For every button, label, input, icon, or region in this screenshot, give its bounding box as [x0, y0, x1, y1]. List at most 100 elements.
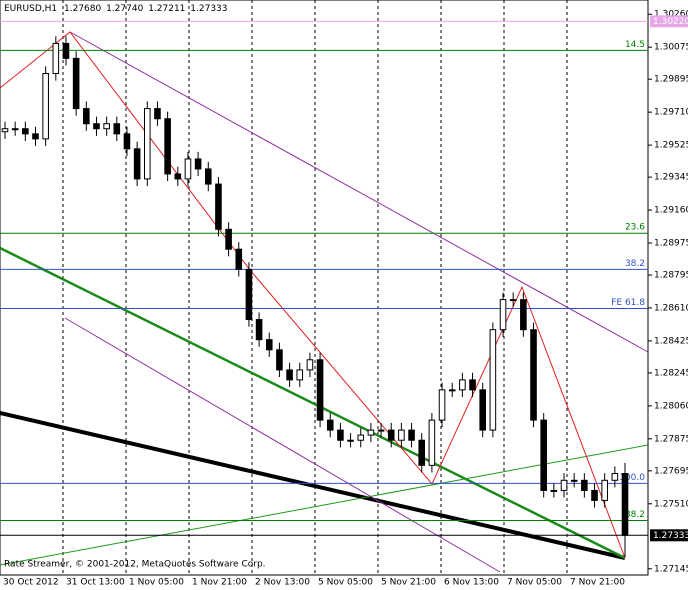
candle-body — [154, 108, 161, 120]
level-label: 38.2 — [625, 259, 645, 269]
candle-body — [194, 158, 202, 170]
level-label: 14.5 — [625, 40, 645, 50]
candle-body — [316, 359, 324, 421]
candle-body — [621, 473, 629, 536]
candle-body — [398, 429, 405, 441]
level-label: 23.6 — [625, 223, 645, 233]
x-tick-label: 30 Oct 2012 — [3, 578, 59, 588]
candle-body — [11, 128, 19, 131]
trend-line — [0, 444, 649, 566]
copyright: Rate Streamer, © 2001-2012, MetaQuotes S… — [4, 560, 266, 570]
price-tag — [650, 15, 688, 28]
trend-lines — [0, 31, 649, 573]
candle-body — [296, 369, 304, 381]
price-tag-label: 1.27333 — [653, 531, 688, 541]
candle-body — [367, 429, 375, 436]
candle-body — [235, 248, 243, 270]
candle-body — [215, 183, 222, 230]
x-tick-label: 5 Nov 21:00 — [381, 578, 436, 588]
candle-body — [133, 148, 141, 180]
y-tick-label: 1.28425 — [654, 336, 688, 346]
candle-body — [347, 439, 354, 442]
header-low: 1.27211 — [148, 4, 185, 14]
candle-body — [581, 479, 588, 491]
y-tick-label: 1.28245 — [654, 368, 688, 378]
candle-body — [408, 429, 415, 441]
candle-body — [144, 108, 151, 180]
y-tick-label: 1.29710 — [654, 108, 688, 118]
y-tick-label: 1.28795 — [654, 271, 688, 281]
price-tag-label: 1.30220 — [653, 17, 688, 27]
candle-body — [520, 299, 527, 331]
y-tick-label: 1.29895 — [654, 75, 688, 85]
symbol: EURUSD,H1 1.27680 1.27740 1.27211 1.2733… — [4, 4, 228, 14]
candle-body — [377, 429, 385, 432]
price-axis: 1.30260 1.30075 1.29895 1.29710 1.29525 1.293… — [648, 10, 688, 574]
candle-body — [479, 389, 487, 431]
candle-body — [601, 479, 608, 501]
y-tick-label: 1.30075 — [654, 43, 688, 53]
candle-body — [83, 108, 90, 125]
level-label: 100.0 — [619, 473, 645, 483]
candle-body — [1, 128, 9, 133]
plot-frame — [0, 0, 649, 576]
candle-body — [52, 42, 60, 75]
x-tick-label: 7 Nov 05:00 — [507, 578, 562, 588]
level-label: 38.2 — [625, 510, 645, 520]
candle-body — [550, 489, 558, 492]
candle-body — [93, 123, 100, 130]
trend-line — [0, 246, 626, 560]
candle-body — [164, 118, 171, 175]
x-tick-label: 31 Oct 13:00 — [66, 578, 125, 588]
candles — [1, 36, 629, 558]
candle-body — [225, 228, 232, 250]
x-tick-label: 1 Nov 21:00 — [192, 578, 247, 588]
candle-body — [42, 73, 49, 140]
y-tick-label: 1.30260 — [654, 10, 688, 20]
candle-body — [306, 359, 314, 371]
candle-body — [184, 158, 192, 180]
candle-body — [32, 133, 39, 140]
channel-line — [69, 31, 649, 353]
candle-body — [387, 429, 395, 441]
candle-body — [448, 389, 456, 392]
candle-body — [509, 299, 517, 302]
x-tick-label: 6 Nov 13:00 — [444, 578, 499, 588]
candle-body — [570, 479, 578, 482]
candle-body — [22, 128, 29, 135]
y-tick-label: 1.27875 — [654, 434, 688, 444]
trend-line — [0, 411, 626, 560]
candle-body — [174, 173, 182, 180]
candle-body — [540, 419, 547, 491]
candle-body — [286, 369, 293, 381]
candle-body — [123, 133, 131, 150]
x-tick-label: 7 Nov 21:00 — [570, 578, 625, 588]
candle-body — [459, 379, 466, 391]
candle-body — [418, 439, 426, 466]
candle-body — [611, 473, 619, 481]
candle-body — [326, 419, 334, 431]
candle-body — [204, 168, 212, 185]
y-tick-label: 1.27145 — [654, 564, 688, 574]
candle-body — [245, 268, 253, 321]
candle-body — [265, 339, 273, 351]
y-tick-label: 1.28975 — [654, 238, 688, 248]
candle-body — [103, 123, 110, 130]
x-tick-label: 5 Nov 05:00 — [318, 578, 373, 588]
level-label: FE 61.8 — [611, 298, 645, 308]
y-tick-label: 1.27510 — [654, 499, 688, 509]
x-tick-label: 1 Nov 05:00 — [129, 578, 184, 588]
candle-body — [560, 479, 568, 491]
y-tick-label: 1.28610 — [654, 303, 688, 313]
header-close: 1.27333 — [190, 4, 227, 14]
candle-body — [489, 329, 497, 431]
x-tick-label: 2 Nov 13:00 — [255, 578, 310, 588]
y-tick-label: 1.28060 — [654, 401, 688, 411]
candle-body — [276, 349, 283, 371]
y-tick-label: 1.29160 — [654, 206, 688, 216]
y-tick-label: 1.29345 — [654, 173, 688, 183]
channel-line — [64, 317, 501, 573]
price-tag — [650, 529, 688, 542]
candle-body — [591, 489, 598, 501]
